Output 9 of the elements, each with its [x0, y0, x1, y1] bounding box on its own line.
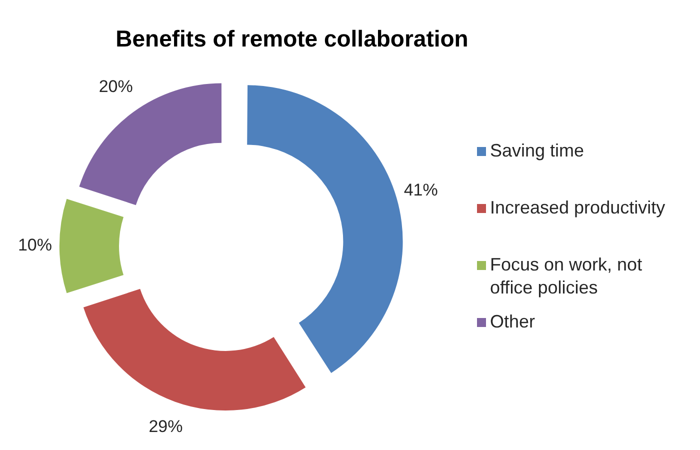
- chart-title: Benefits of remote collaboration: [116, 25, 468, 52]
- data-label: 29%: [148, 417, 183, 436]
- legend-label: Other: [490, 311, 536, 332]
- data-label: 10%: [18, 236, 52, 255]
- data-label: 41%: [404, 180, 438, 200]
- data-label: 20%: [98, 77, 133, 96]
- legend-label: Saving time: [490, 140, 584, 160]
- legend-label: Increased productivity: [490, 197, 666, 218]
- legend-label: Focus on work, not office policies: [490, 254, 642, 298]
